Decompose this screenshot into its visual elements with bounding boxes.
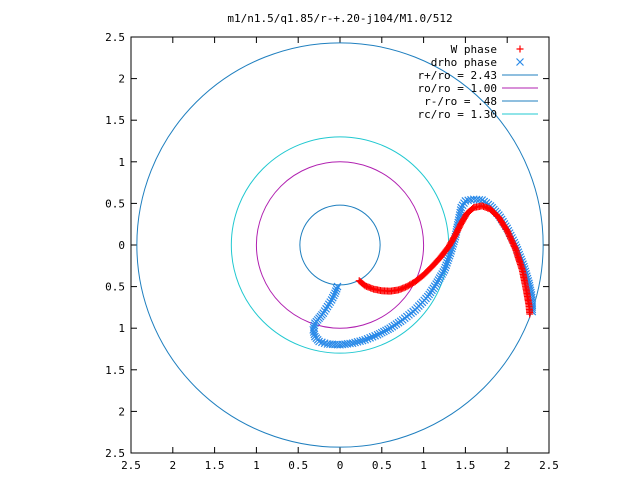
x-tick-label: 0.5 [288, 459, 308, 472]
data-point [333, 282, 342, 291]
y-tick-label: 2 [118, 73, 125, 86]
data-series [309, 195, 537, 349]
y-tick-label: 1.5 [105, 114, 125, 127]
x-tick-label: 2.5 [121, 459, 141, 472]
x-tick-label: 0.5 [372, 459, 392, 472]
data-point [309, 325, 318, 334]
y-tick-label: 0 [118, 239, 125, 252]
data-point [377, 328, 386, 337]
legend-label: ro/ro = 1.00 [418, 82, 497, 95]
y-tick-label: 2 [118, 405, 125, 418]
data-point [361, 335, 370, 344]
data-point [309, 328, 318, 337]
data-point [328, 293, 337, 302]
data-point [445, 251, 454, 260]
data-point [440, 266, 449, 274]
data-point [442, 261, 451, 270]
circle-rc/ro = 1.30 [230, 136, 450, 354]
circle-r+/ro = 2.43 [136, 42, 544, 448]
data-point [332, 284, 341, 293]
data-point [358, 336, 367, 345]
legend-label: drho phase [431, 56, 497, 69]
data-point [331, 289, 339, 298]
x-tick-label: 2 [504, 459, 511, 472]
data-point [315, 337, 324, 346]
data-point [353, 337, 362, 346]
data-point [356, 337, 364, 346]
data-point [384, 325, 392, 334]
data-point [371, 331, 380, 340]
data-point [456, 206, 465, 214]
x-tick-label: 1 [253, 459, 260, 472]
data-point [443, 256, 452, 265]
legend-label: r+/ro = 2.43 [418, 69, 497, 82]
y-tick-label: 1.5 [105, 364, 125, 377]
data-point [310, 330, 319, 339]
data-point [373, 330, 382, 339]
data-point [379, 327, 388, 336]
y-tick-label: 1 [118, 322, 125, 335]
x-tick-label: 0 [337, 459, 344, 472]
axis-ticks: 2.52.5221.51.5110.50.5000.50.5111.51.522… [105, 31, 559, 472]
x-tick-label: 1.5 [205, 459, 225, 472]
data-point [443, 258, 451, 267]
x-tick-label: 1.5 [455, 459, 475, 472]
legend-marker [516, 45, 524, 53]
y-tick-label: 2.5 [105, 447, 125, 460]
x-tick-label: 2.5 [539, 459, 559, 472]
data-point [526, 310, 534, 318]
data-point [444, 254, 453, 262]
y-tick-label: 0.5 [105, 281, 125, 294]
data-point [348, 339, 357, 348]
data-point [363, 334, 372, 343]
legend-label: W phase [451, 43, 497, 56]
data-point [351, 338, 359, 347]
data-point [475, 195, 484, 204]
data-point [331, 287, 340, 295]
circle-r-/ro = .48 [299, 204, 381, 286]
data-point [382, 326, 390, 335]
data-point [366, 333, 375, 342]
chart-title: m1/n1.5/q1.85/r-+.20-j104/M1.0/512 [227, 12, 452, 25]
data-point [368, 332, 377, 341]
y-tick-label: 1 [118, 156, 125, 169]
y-tick-label: 0.5 [105, 197, 125, 210]
x-tick-label: 2 [169, 459, 176, 472]
legend-marker [516, 58, 524, 66]
legend-label: r-/ro = .48 [424, 95, 497, 108]
y-tick-label: 2.5 [105, 31, 125, 44]
data-point [441, 263, 450, 272]
data-point [317, 338, 326, 347]
data-point [329, 291, 338, 300]
legend-label: rc/ro = 1.30 [418, 108, 497, 121]
data-point [310, 321, 319, 330]
x-tick-label: 1 [420, 459, 427, 472]
data-point [310, 319, 319, 328]
circle-ro/ro = 1.00 [255, 161, 425, 329]
data-point [375, 329, 384, 338]
